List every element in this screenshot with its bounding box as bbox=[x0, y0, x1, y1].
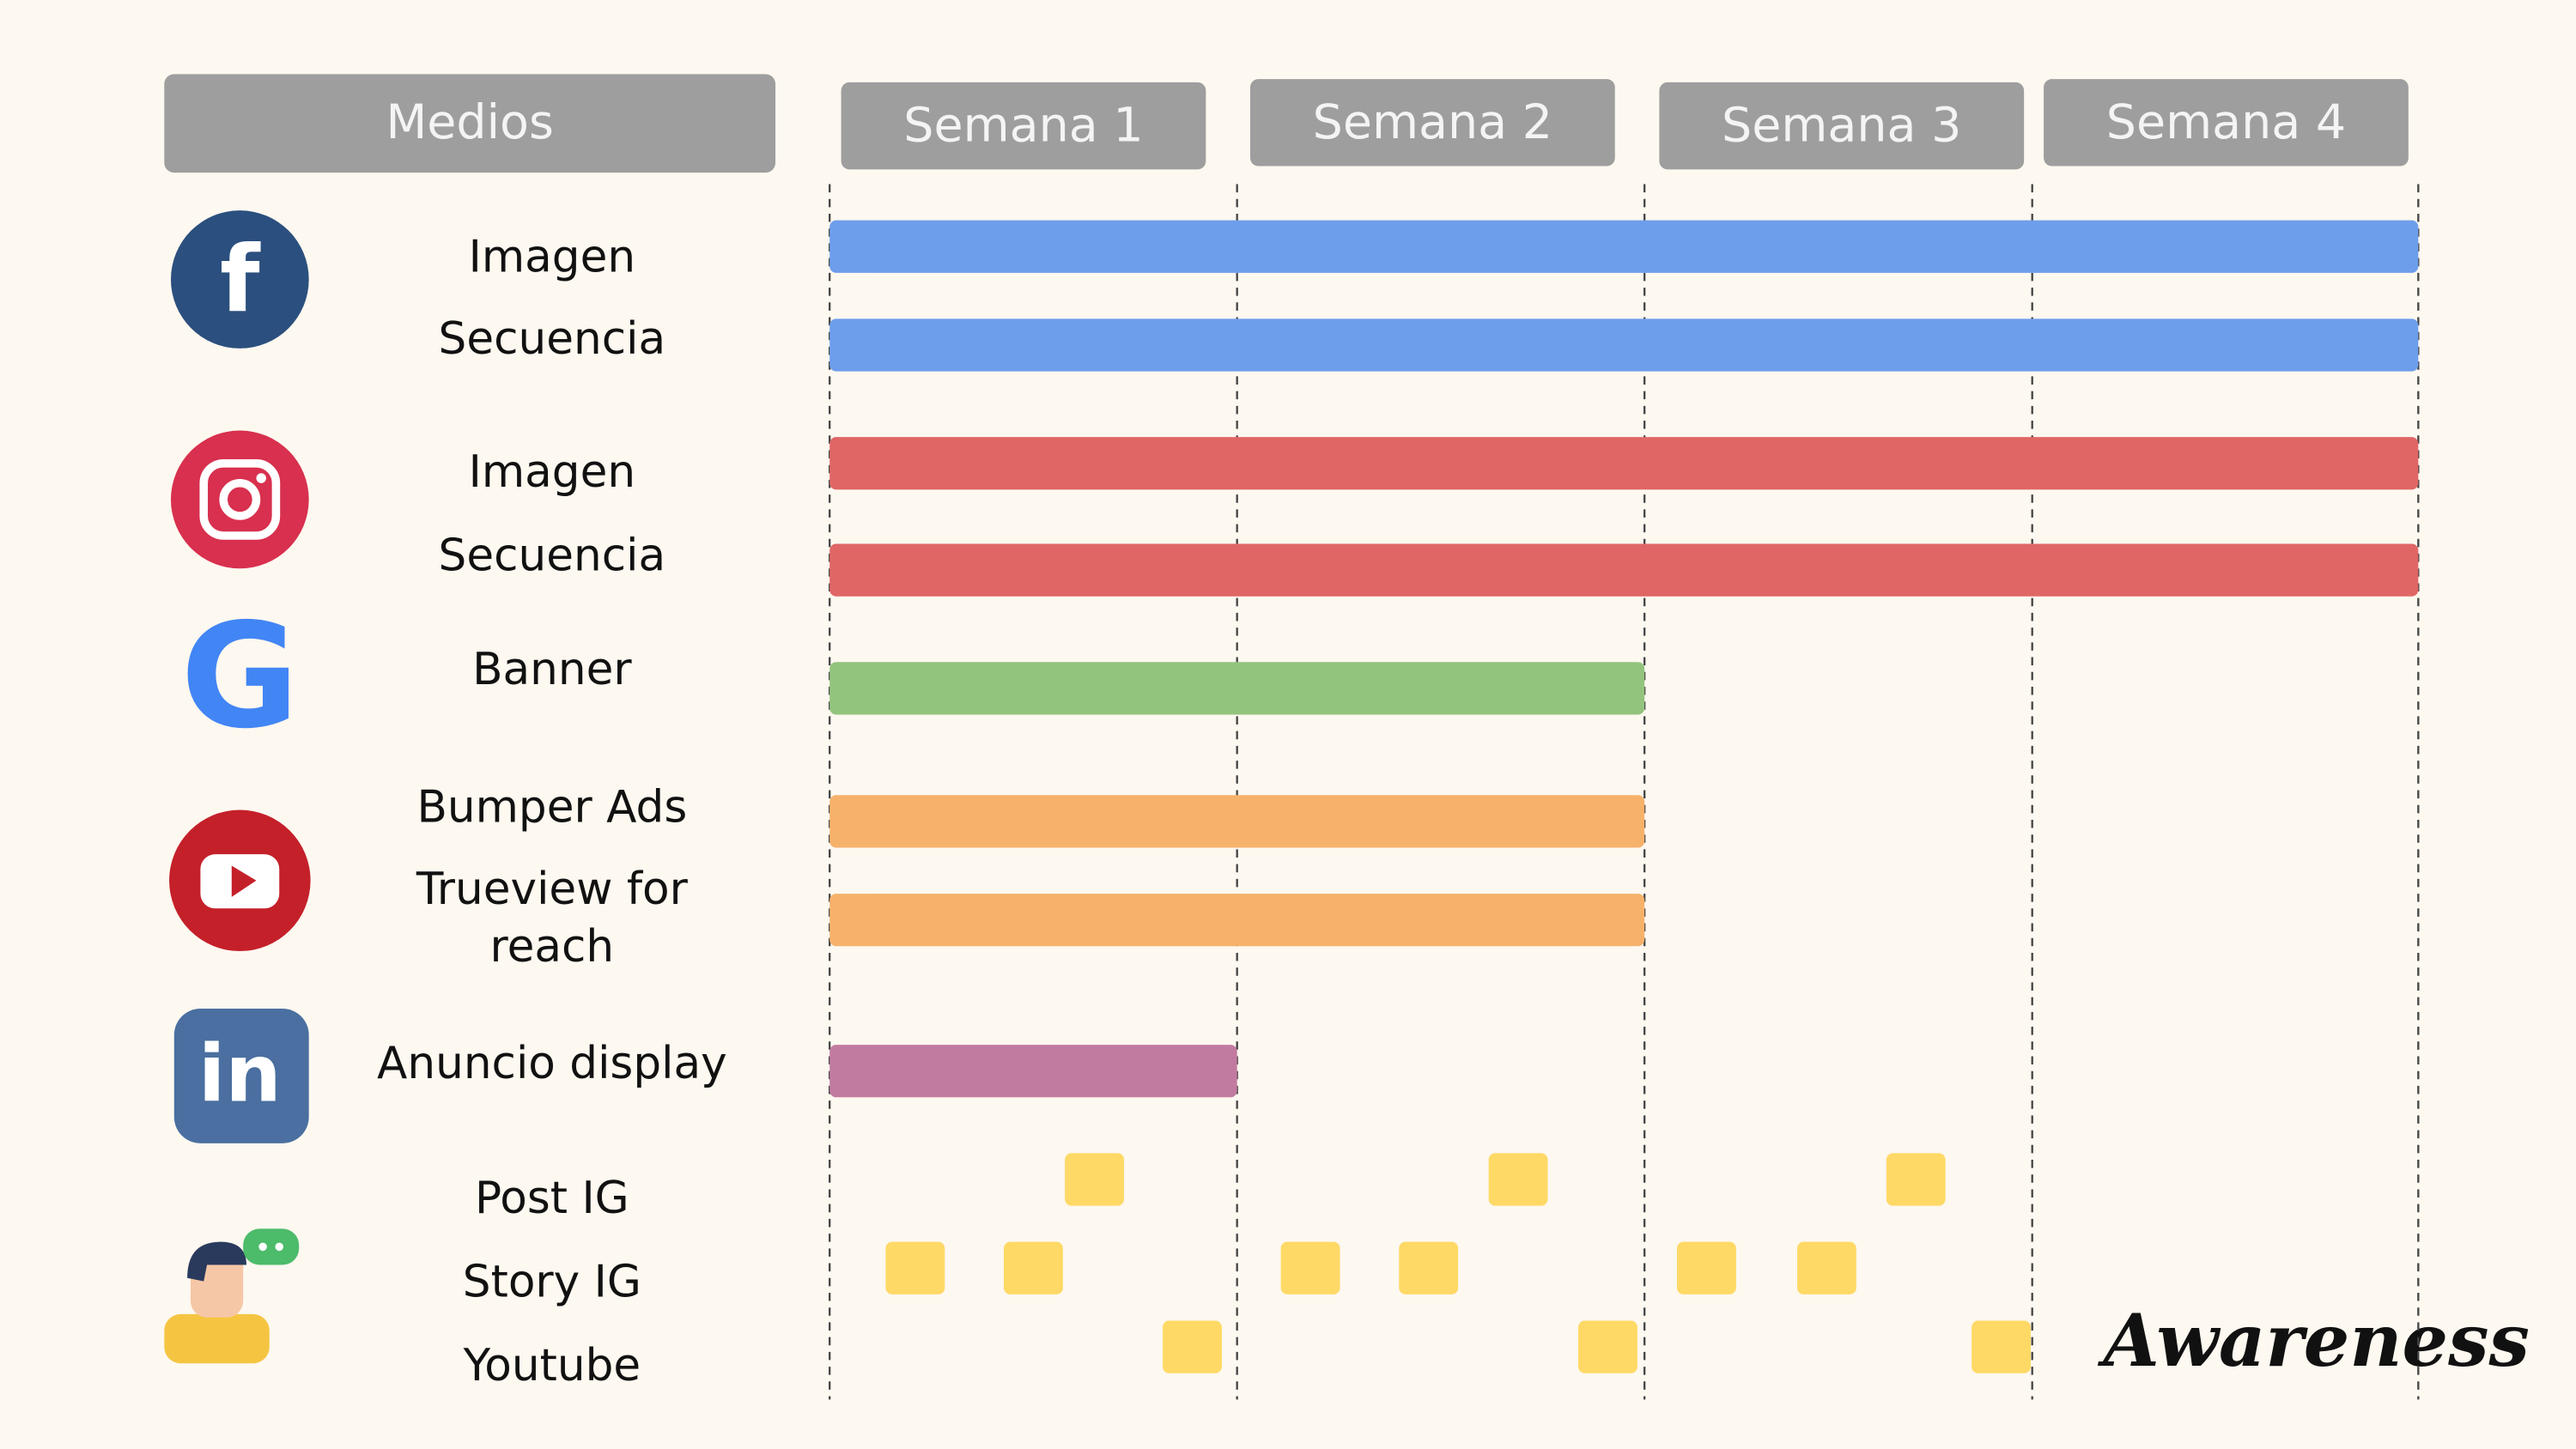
week-header: Semana 3 bbox=[1722, 99, 1961, 154]
row-label: Secuencia bbox=[439, 530, 666, 582]
post-marker bbox=[1796, 1241, 1856, 1294]
svg-text:f: f bbox=[220, 227, 261, 333]
post-marker bbox=[1676, 1241, 1736, 1294]
post-marker bbox=[1280, 1241, 1340, 1294]
row-label: Anuncio display bbox=[377, 1038, 727, 1089]
row-label: Banner bbox=[472, 644, 632, 695]
week-header: Semana 1 bbox=[903, 99, 1143, 154]
week-header: Semana 2 bbox=[1313, 95, 1552, 150]
week-header-box bbox=[2044, 79, 2409, 167]
brand: Awareness bbox=[2098, 1298, 2530, 1383]
post-marker bbox=[1004, 1241, 1063, 1294]
bar bbox=[829, 437, 2419, 490]
post-marker bbox=[1971, 1320, 2032, 1373]
linkedin-icon: in bbox=[173, 1008, 309, 1143]
google-icon: G bbox=[180, 592, 299, 761]
row-label: reach bbox=[490, 921, 615, 973]
svg-text:in: in bbox=[198, 1028, 282, 1120]
bar bbox=[829, 220, 2419, 273]
week-header-box bbox=[1659, 82, 2025, 170]
post-marker bbox=[1163, 1320, 1222, 1373]
week-header-box bbox=[841, 82, 1206, 170]
week-header: Semana 4 bbox=[2106, 95, 2346, 150]
youtube-icon bbox=[169, 809, 311, 952]
row-label: Secuencia bbox=[439, 313, 666, 365]
row-label: Bumper Ads bbox=[416, 781, 687, 833]
bar bbox=[829, 1045, 1237, 1098]
row-label: Trueview for bbox=[416, 864, 689, 915]
week-header-box bbox=[1249, 79, 1615, 167]
post-marker bbox=[1488, 1153, 1548, 1206]
svg-text:G: G bbox=[180, 592, 299, 761]
person-icon bbox=[164, 1228, 300, 1364]
bar bbox=[829, 795, 1645, 848]
bar bbox=[829, 318, 2419, 372]
header-box bbox=[164, 74, 776, 173]
row-label: Imagen bbox=[469, 232, 635, 283]
post-label: Story IG bbox=[463, 1256, 641, 1307]
bar bbox=[829, 543, 2419, 597]
bar bbox=[829, 894, 1645, 947]
post-marker bbox=[1886, 1153, 1946, 1206]
post-marker bbox=[1578, 1320, 1637, 1373]
post-label: Youtube bbox=[463, 1340, 641, 1391]
post-marker bbox=[1065, 1153, 1125, 1206]
facebook-icon: f bbox=[170, 210, 309, 349]
post-label: Post IG bbox=[475, 1173, 629, 1224]
header-medios: Medios bbox=[386, 95, 553, 150]
instagram-icon bbox=[170, 430, 309, 569]
bar bbox=[829, 662, 1645, 715]
post-marker bbox=[885, 1241, 945, 1294]
post-marker bbox=[1399, 1241, 1459, 1294]
row-label: Imagen bbox=[469, 446, 635, 498]
